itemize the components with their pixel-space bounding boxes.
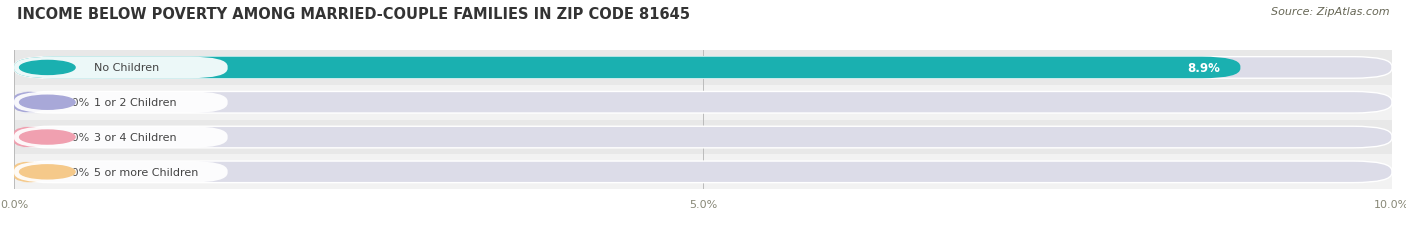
FancyBboxPatch shape: [14, 161, 228, 183]
Text: 0.0%: 0.0%: [60, 98, 89, 108]
Bar: [14, 155, 1392, 189]
FancyBboxPatch shape: [14, 161, 45, 183]
Bar: [14, 51, 1392, 85]
Text: 0.0%: 0.0%: [60, 132, 89, 143]
Text: INCOME BELOW POVERTY AMONG MARRIED-COUPLE FAMILIES IN ZIP CODE 81645: INCOME BELOW POVERTY AMONG MARRIED-COUPL…: [17, 7, 690, 22]
FancyBboxPatch shape: [14, 92, 45, 113]
FancyBboxPatch shape: [14, 57, 1240, 79]
FancyBboxPatch shape: [14, 57, 1392, 79]
FancyBboxPatch shape: [14, 57, 228, 79]
Text: 5 or more Children: 5 or more Children: [94, 167, 198, 177]
FancyBboxPatch shape: [14, 127, 45, 148]
Text: 0.0%: 0.0%: [60, 167, 89, 177]
Text: Source: ZipAtlas.com: Source: ZipAtlas.com: [1271, 7, 1389, 17]
FancyBboxPatch shape: [14, 127, 1392, 148]
FancyBboxPatch shape: [14, 92, 228, 113]
Circle shape: [20, 165, 75, 179]
FancyBboxPatch shape: [14, 161, 1392, 183]
Circle shape: [20, 61, 75, 75]
Text: 1 or 2 Children: 1 or 2 Children: [94, 98, 177, 108]
FancyBboxPatch shape: [14, 127, 228, 148]
Bar: [14, 120, 1392, 155]
Text: 8.9%: 8.9%: [1187, 62, 1219, 75]
Text: No Children: No Children: [94, 63, 160, 73]
Text: 3 or 4 Children: 3 or 4 Children: [94, 132, 177, 143]
Circle shape: [20, 96, 75, 110]
Bar: [14, 85, 1392, 120]
FancyBboxPatch shape: [14, 92, 1392, 113]
Circle shape: [20, 131, 75, 144]
